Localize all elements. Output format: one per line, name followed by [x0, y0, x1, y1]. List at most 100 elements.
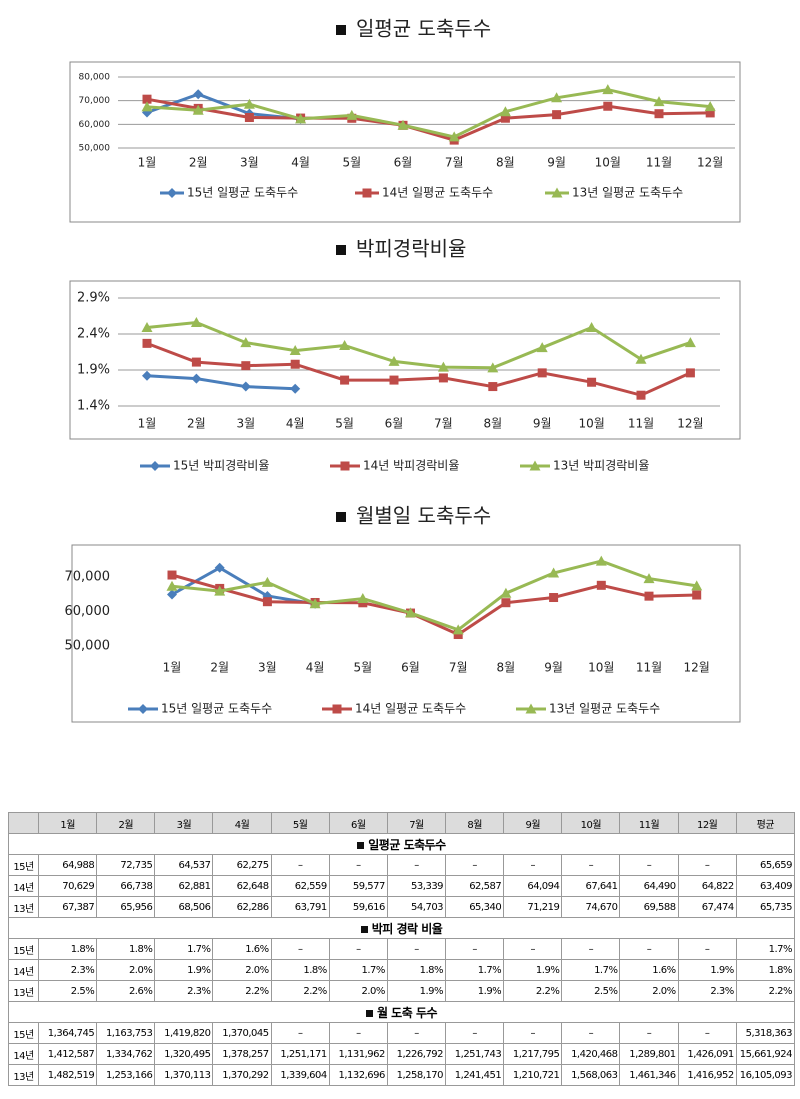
data-point [635, 353, 647, 364]
table-cell: 6월 [328, 812, 388, 834]
data-point [684, 337, 696, 348]
data-point [142, 338, 152, 348]
x-tick-label: 12월 [677, 417, 703, 431]
table-cell: – [445, 938, 505, 960]
table-cell: 14년 [7, 959, 40, 981]
table-cell: 1.7% [154, 938, 214, 960]
table-cell: 2.5% [561, 980, 621, 1002]
data-point [653, 96, 665, 107]
y-tick-label: 1.9% [77, 363, 110, 378]
table-cell: – [270, 854, 330, 876]
table-cell: 14년 [7, 1043, 40, 1065]
table-cell: 1,419,820 [154, 1022, 214, 1044]
table-row: 15년 1.8% 1.8% 1.7% 1.6% – – – – – – – –1.7% [7, 938, 796, 960]
table-cell: 1,461,346 [619, 1064, 679, 1086]
x-tick-label: 12월 [684, 661, 710, 675]
data-point [397, 119, 409, 130]
table-cell: 62,275 [212, 854, 272, 876]
table-cell: 1.7% [561, 959, 621, 981]
table-cell: – [503, 938, 563, 960]
table-cell: 2.2% [503, 980, 563, 1002]
legend-label: 14년 박피경락비율 [363, 459, 459, 473]
title-bullet [336, 512, 346, 522]
x-tick-label: 4월 [306, 661, 325, 675]
table-cell: 10월 [561, 812, 621, 834]
table-cell: 1월 [38, 812, 98, 834]
data-point [705, 108, 715, 118]
table-cell: 1.6% [619, 959, 679, 981]
data-point [214, 585, 226, 596]
table-cell: 1.8% [38, 938, 98, 960]
table-cell: – [677, 854, 737, 876]
table-cell: 1.8% [270, 959, 330, 981]
legend-marker [167, 188, 177, 198]
table-cell: – [677, 1022, 737, 1044]
x-tick-label: 3월 [236, 417, 255, 431]
table-cell: 1,258,170 [386, 1064, 447, 1086]
data-point [339, 340, 351, 351]
table-cell: 1,378,257 [212, 1043, 272, 1065]
y-tick-label: 50,000 [65, 639, 111, 654]
data-point [142, 370, 152, 381]
table-cell: 2.0% [619, 980, 679, 1002]
table-cell: 1,251,171 [270, 1043, 330, 1065]
table-cell: – [619, 938, 679, 960]
x-tick-label: 5월 [353, 661, 372, 675]
table-cell: – [677, 938, 737, 960]
data-point [438, 373, 448, 383]
data-point [654, 109, 664, 119]
x-tick-label: 1월 [163, 661, 182, 675]
table-cell: 72,735 [96, 854, 156, 876]
table-cell: 1,339,604 [270, 1064, 330, 1086]
legend-label: 15년 일평균 도축두수 [161, 702, 272, 716]
table-cell: 2.0% [96, 959, 156, 981]
x-tick-label: 7월 [445, 156, 464, 170]
table-cell: 2.3% [38, 959, 98, 981]
legend-label: 15년 일평균 도축두수 [187, 186, 298, 200]
table-cell: 62,587 [445, 875, 505, 897]
table-cell: – [386, 1022, 447, 1044]
table-cell: 8월 [445, 812, 505, 834]
series-line [171, 559, 697, 632]
data-point [548, 567, 560, 578]
data-point [704, 101, 716, 112]
table-cell: 1,241,451 [445, 1064, 505, 1086]
table-cell: 1.9% [445, 980, 505, 1002]
x-tick-label: 2월 [189, 156, 208, 170]
charts: 일평균 도축두수 50,000 60,000 70,000 80,000 1월 2월 3월 4월… [65, 17, 741, 723]
legend-label: 13년 박피경락비율 [553, 459, 649, 473]
table-cell: 2.6% [96, 980, 156, 1002]
table-cell: – [328, 854, 388, 876]
x-tick-label: 8월 [483, 417, 502, 431]
table-cell: 1,251,743 [445, 1043, 505, 1065]
table-cell: 1.7% [328, 959, 388, 981]
x-tick-label: 7월 [449, 661, 468, 675]
table-cell: 7월 [386, 812, 447, 834]
table-cell: 1,426,091 [677, 1043, 737, 1065]
data-point [691, 580, 703, 591]
table-cell: 박피 경락 비율 [8, 917, 795, 939]
table-cell: 1,163,753 [96, 1022, 156, 1044]
data-point [448, 131, 460, 142]
table-cell: 5,318,363 [735, 1022, 796, 1044]
table-cell: 1.6% [212, 938, 272, 960]
table-cell: – [386, 854, 447, 876]
table-cell: 63,409 [735, 875, 796, 897]
table-cell: 평균 [735, 812, 796, 834]
x-tick-label: 10월 [595, 156, 621, 170]
data-point [685, 368, 695, 378]
data-point [636, 390, 646, 400]
legend-marker [138, 704, 148, 714]
table-cell: 62,286 [212, 896, 272, 918]
table-cell: 1.7% [445, 959, 505, 981]
series-line [146, 374, 296, 391]
table-cell: – [561, 854, 621, 876]
y-tick-label: 70,000 [79, 96, 111, 106]
table-cell: 2.2% [270, 980, 330, 1002]
table-cell: – [445, 1022, 505, 1044]
data-point [587, 377, 597, 387]
table-cell: 2.0% [328, 980, 388, 1002]
table-row: 13년 67,387 65,956 68,506 62,286 63,791 59,616 5… [7, 896, 796, 918]
chart-frame [69, 61, 741, 223]
table-cell: 70,629 [38, 875, 98, 897]
